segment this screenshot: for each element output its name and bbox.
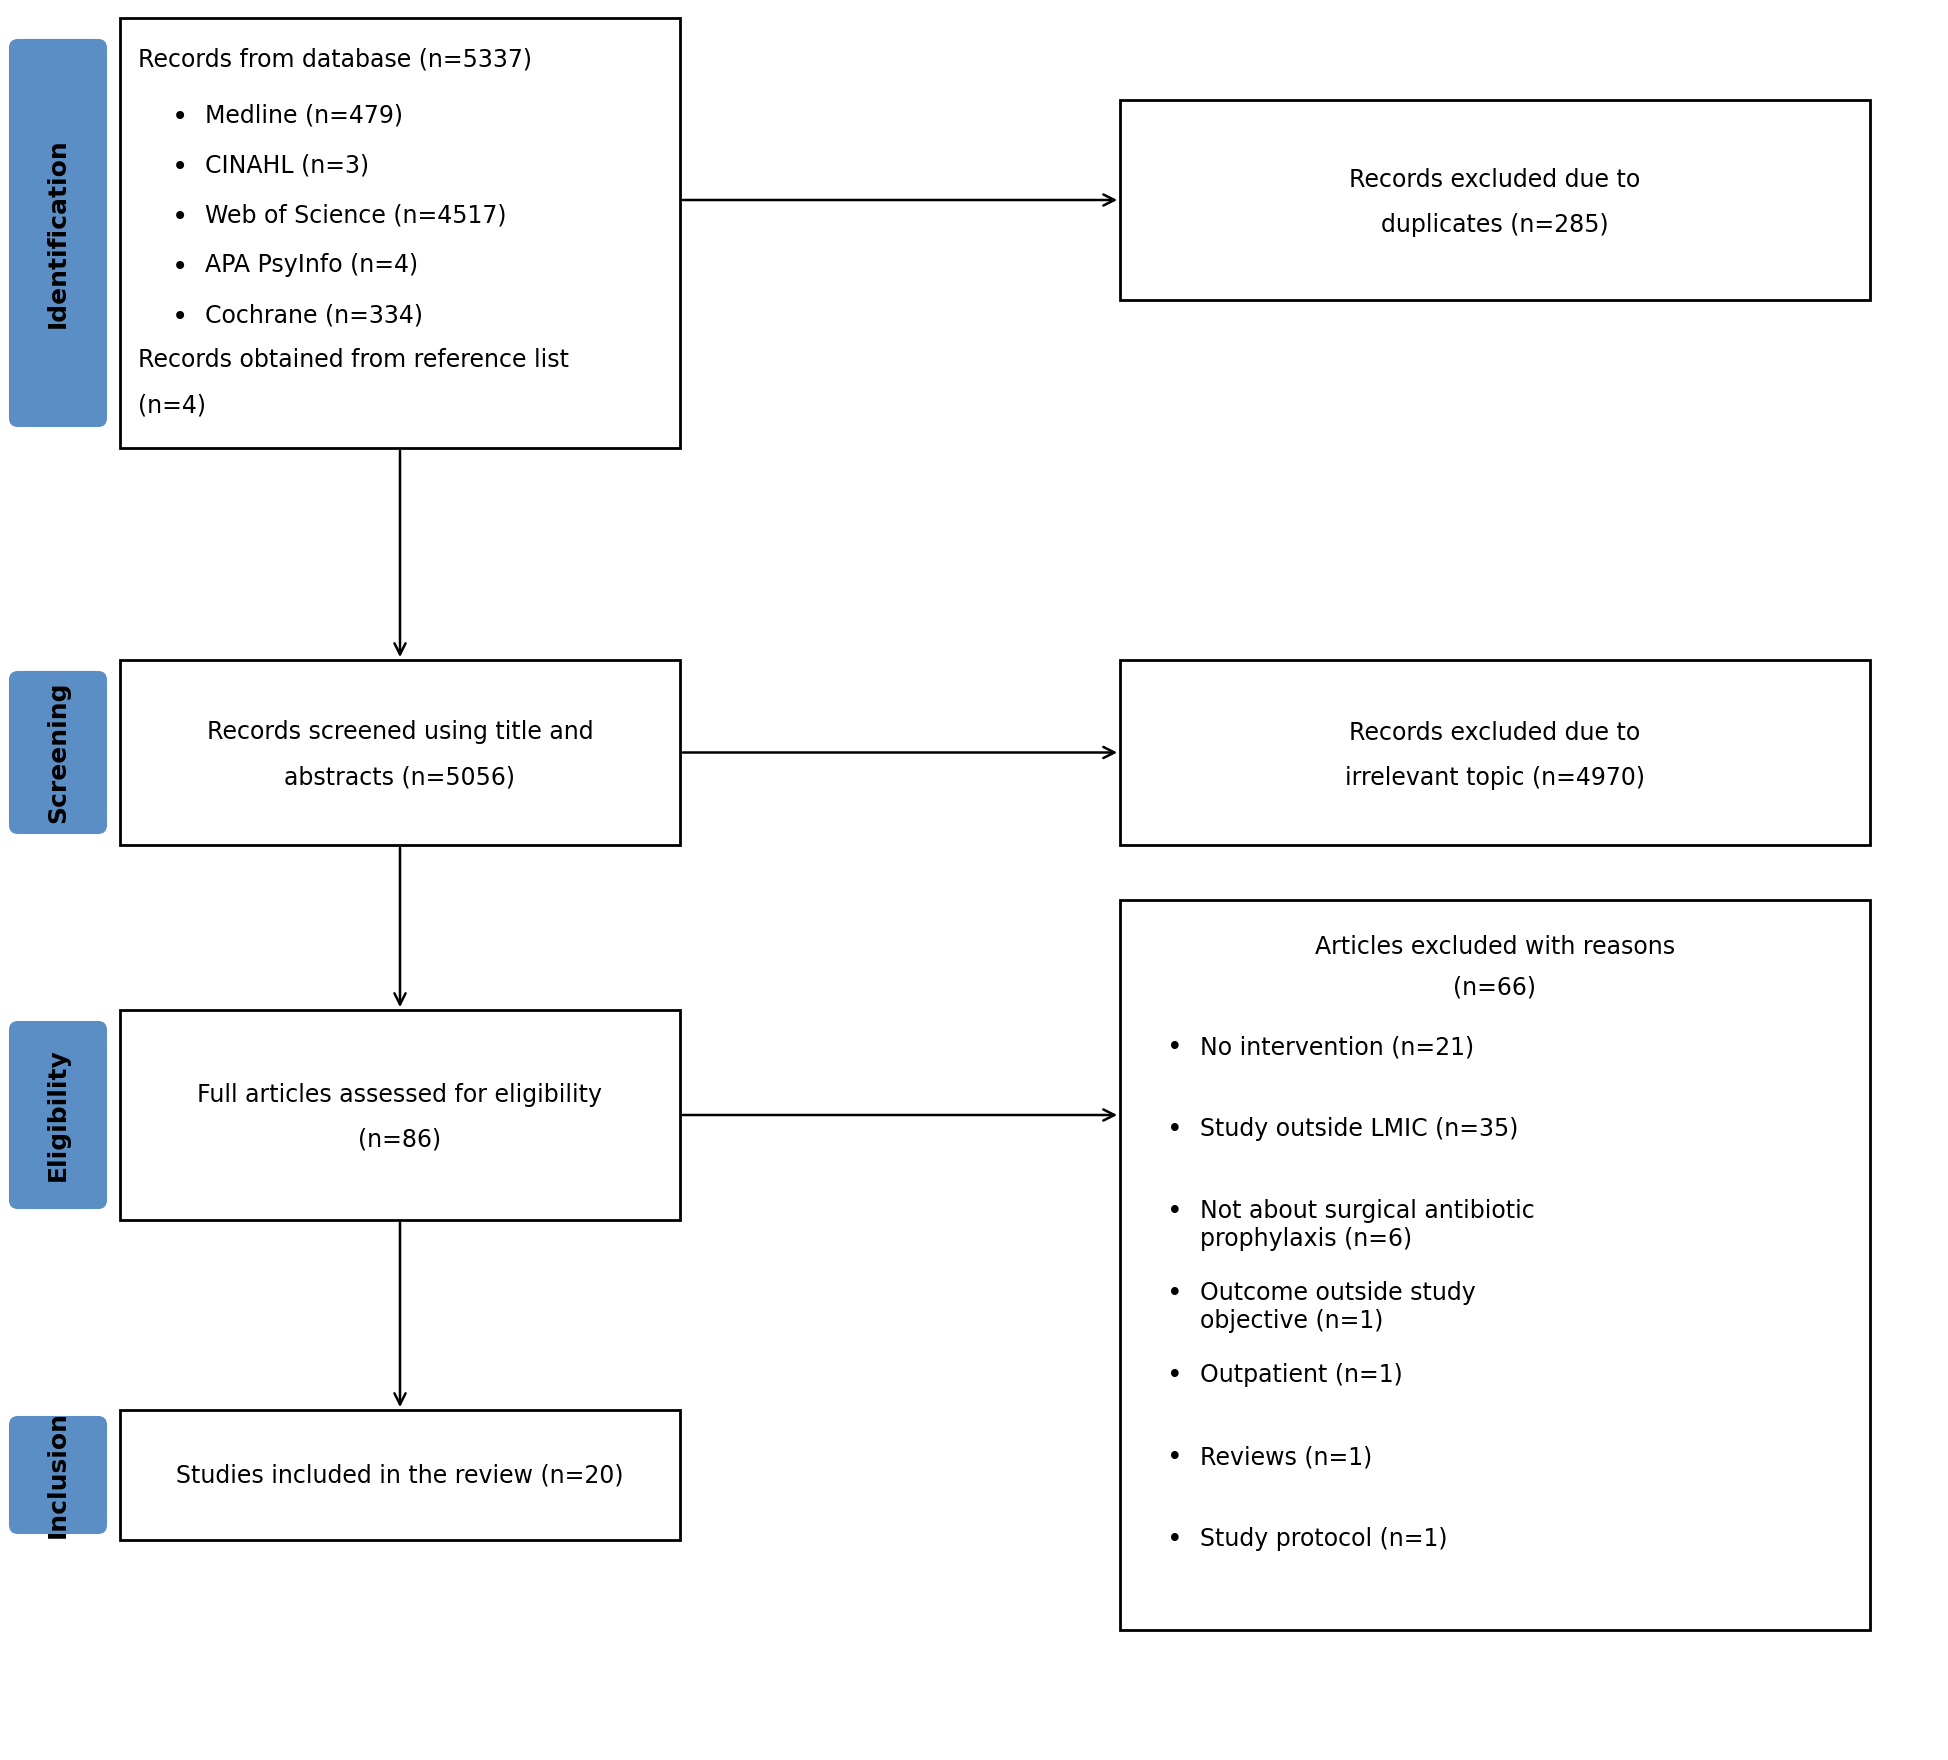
Text: Identification: Identification	[47, 137, 70, 327]
Text: Full articles assessed for eligibility: Full articles assessed for eligibility	[197, 1082, 602, 1107]
Text: •: •	[1167, 1035, 1182, 1061]
FancyBboxPatch shape	[10, 672, 105, 832]
Text: Study protocol (n=1): Study protocol (n=1)	[1200, 1528, 1447, 1551]
FancyBboxPatch shape	[1120, 899, 1868, 1630]
Text: •: •	[171, 253, 189, 282]
FancyBboxPatch shape	[10, 1023, 105, 1207]
Text: •: •	[171, 303, 189, 331]
Text: •: •	[1167, 1281, 1182, 1308]
FancyBboxPatch shape	[121, 1010, 680, 1220]
Text: duplicates (n=285): duplicates (n=285)	[1381, 213, 1607, 238]
Text: irrelevant topic (n=4970): irrelevant topic (n=4970)	[1344, 766, 1644, 790]
FancyBboxPatch shape	[121, 1410, 680, 1540]
FancyBboxPatch shape	[10, 1417, 105, 1533]
Text: (n=66): (n=66)	[1453, 975, 1535, 1000]
Text: •: •	[1167, 1445, 1182, 1471]
Text: Records obtained from reference list: Records obtained from reference list	[138, 348, 569, 371]
Text: Records excluded due to: Records excluded due to	[1348, 167, 1640, 192]
FancyBboxPatch shape	[121, 660, 680, 845]
Text: (n=86): (n=86)	[358, 1128, 442, 1153]
Text: Articles excluded with reasons: Articles excluded with reasons	[1315, 935, 1673, 959]
Text: •: •	[1167, 1528, 1182, 1552]
Text: Records screened using title and: Records screened using title and	[206, 720, 592, 744]
Text: Outpatient (n=1): Outpatient (n=1)	[1200, 1362, 1403, 1387]
Text: No intervention (n=21): No intervention (n=21)	[1200, 1035, 1473, 1060]
Text: Records excluded due to: Records excluded due to	[1348, 720, 1640, 744]
FancyBboxPatch shape	[1120, 100, 1868, 299]
Text: Records from database (n=5337): Records from database (n=5337)	[138, 48, 532, 72]
Text: •: •	[171, 202, 189, 231]
Text: Reviews (n=1): Reviews (n=1)	[1200, 1445, 1371, 1470]
Text: Inclusion: Inclusion	[47, 1412, 70, 1538]
Text: •: •	[171, 104, 189, 130]
Text: (n=4): (n=4)	[138, 392, 206, 417]
Text: Studies included in the review (n=20): Studies included in the review (n=20)	[175, 1463, 623, 1487]
Text: Not about surgical antibiotic
prophylaxis (n=6): Not about surgical antibiotic prophylaxi…	[1200, 1199, 1533, 1251]
Text: abstracts (n=5056): abstracts (n=5056)	[284, 766, 514, 790]
Text: Study outside LMIC (n=35): Study outside LMIC (n=35)	[1200, 1118, 1517, 1140]
Text: •: •	[1167, 1362, 1182, 1389]
FancyBboxPatch shape	[121, 18, 680, 449]
Text: •: •	[1167, 1118, 1182, 1142]
Text: •: •	[171, 153, 189, 181]
Text: Cochrane (n=334): Cochrane (n=334)	[205, 303, 423, 327]
Text: Eligibility: Eligibility	[47, 1049, 70, 1181]
Text: •: •	[1167, 1199, 1182, 1225]
Text: Screening: Screening	[47, 681, 70, 824]
FancyBboxPatch shape	[10, 40, 105, 426]
Text: CINAHL (n=3): CINAHL (n=3)	[205, 153, 368, 178]
FancyBboxPatch shape	[1120, 660, 1868, 845]
Text: Outcome outside study
objective (n=1): Outcome outside study objective (n=1)	[1200, 1281, 1475, 1332]
Text: Medline (n=479): Medline (n=479)	[205, 104, 403, 127]
Text: Web of Science (n=4517): Web of Science (n=4517)	[205, 202, 506, 227]
Text: APA PsyInfo (n=4): APA PsyInfo (n=4)	[205, 253, 419, 276]
